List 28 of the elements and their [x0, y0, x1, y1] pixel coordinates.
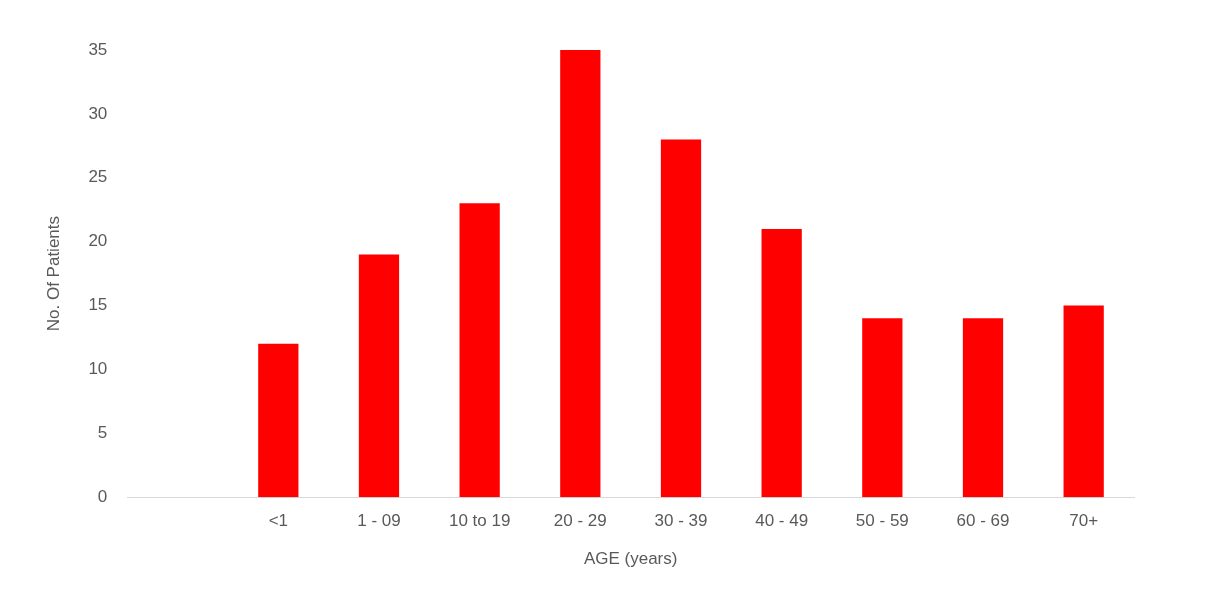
x-tick-label: 40 - 49	[755, 511, 809, 531]
y-tick-label: 15	[88, 295, 108, 315]
bar	[862, 318, 903, 498]
bar	[358, 254, 400, 498]
y-tick-label: 20	[88, 231, 108, 251]
y-tick-label: 35	[88, 39, 108, 59]
y-axis-title: No. Of Patients	[43, 215, 63, 332]
y-tick-label: 5	[97, 423, 108, 442]
x-tick-label: <1	[268, 511, 289, 531]
y-tick-label: 25	[88, 167, 108, 187]
bar	[258, 343, 299, 498]
bar	[459, 203, 500, 498]
x-tick-label: 20 - 29	[553, 511, 607, 531]
bar	[1063, 305, 1104, 498]
x-tick-label: 50 - 59	[855, 511, 909, 531]
bar	[660, 139, 702, 498]
bar	[560, 50, 601, 498]
y-tick-label: 0	[97, 486, 108, 506]
x-tick-label: 10 to 19	[448, 511, 511, 531]
bar	[761, 228, 802, 498]
x-tick-label: 60 - 69	[956, 511, 1010, 531]
x-tick-label: 70+	[1069, 511, 1099, 531]
y-tick-label: 30	[88, 103, 108, 123]
y-tick-label: 10	[88, 359, 108, 379]
bar	[962, 318, 1004, 498]
x-tick-label: 30 - 39	[654, 511, 708, 531]
x-tick-label: 1 - 09	[357, 511, 401, 531]
x-axis-title: AGE (years)	[583, 549, 678, 569]
